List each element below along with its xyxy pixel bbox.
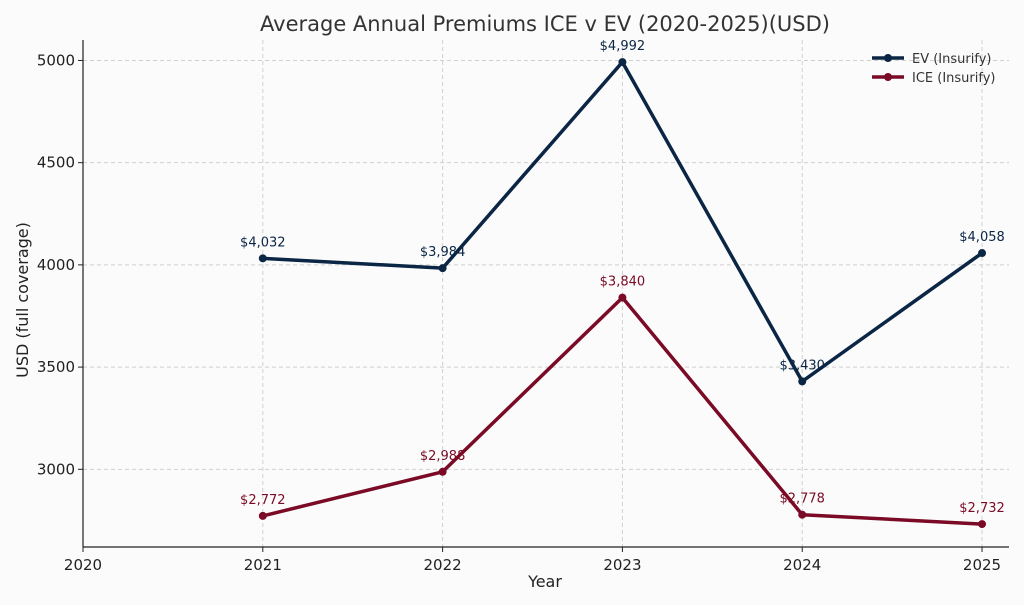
data-label: $3,430 bbox=[779, 358, 825, 373]
data-label: $2,732 bbox=[959, 501, 1005, 516]
data-point bbox=[618, 58, 627, 67]
x-tick-label: 2020 bbox=[64, 556, 102, 574]
y-tick-label: 5000 bbox=[37, 51, 75, 69]
data-point bbox=[798, 377, 807, 386]
data-label: $2,772 bbox=[240, 493, 286, 508]
legend-swatch-marker bbox=[884, 73, 892, 81]
data-point bbox=[438, 467, 447, 476]
data-point bbox=[258, 511, 267, 520]
x-axis-title: Year bbox=[527, 572, 562, 591]
data-point bbox=[258, 254, 267, 263]
data-label: $3,984 bbox=[420, 245, 466, 260]
data-label: $4,058 bbox=[959, 230, 1005, 245]
x-tick-label: 2021 bbox=[244, 556, 282, 574]
legend-label: ICE (Insurify) bbox=[912, 71, 995, 86]
grid-layer bbox=[82, 40, 1009, 547]
data-label: $4,032 bbox=[240, 235, 286, 250]
x-tick-label: 2024 bbox=[783, 556, 821, 574]
x-tick-label: 2023 bbox=[603, 556, 641, 574]
data-point bbox=[618, 293, 627, 302]
y-tick-label: 3500 bbox=[37, 358, 75, 376]
x-tick-label: 2022 bbox=[424, 556, 462, 574]
legend-swatch-marker bbox=[884, 54, 892, 62]
legend-label: EV (Insurify) bbox=[912, 52, 991, 67]
data-point bbox=[438, 264, 447, 273]
chart-title: Average Annual Premiums ICE v EV (2020-2… bbox=[260, 12, 830, 36]
data-label: $2,778 bbox=[779, 492, 825, 507]
data-label: $2,988 bbox=[420, 449, 466, 464]
axes-layer: 2020 2021 2022 2023 2024 2025 3000 3500 4000 4500… bbox=[37, 40, 1009, 574]
data-point bbox=[978, 520, 987, 529]
data-label: $3,840 bbox=[600, 275, 646, 290]
series-layer bbox=[258, 58, 987, 529]
y-axis-title: USD (full coverage) bbox=[13, 222, 32, 378]
series-line-0 bbox=[261, 60, 984, 384]
data-point bbox=[978, 249, 987, 258]
legend: EV (Insurify) ICE (Insurify) bbox=[872, 52, 995, 86]
y-tick-label: 4500 bbox=[37, 154, 75, 172]
data-label: $4,992 bbox=[600, 39, 646, 54]
x-tick-label: 2025 bbox=[963, 556, 1001, 574]
y-tick-label: 4000 bbox=[37, 256, 75, 274]
data-labels-layer: $4,032 $3,984 $4,992 $3,430 $4,058 $2,772 $2,9… bbox=[240, 39, 1005, 516]
y-tick-label: 3000 bbox=[37, 460, 75, 478]
data-point bbox=[798, 510, 807, 519]
